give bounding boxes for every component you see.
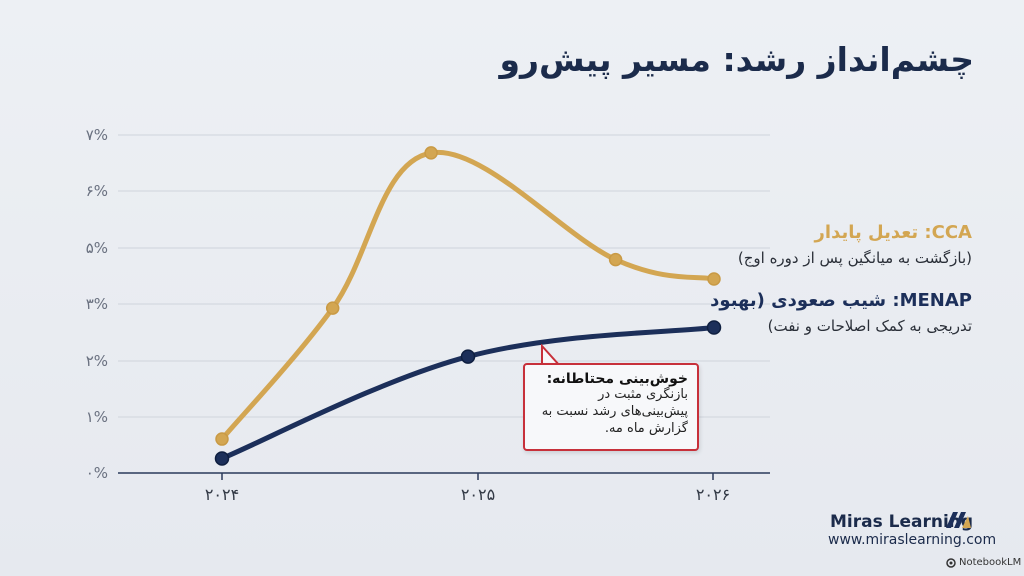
x-tick-label: ۲۰۲۵ <box>461 485 495 504</box>
data-point-cca <box>424 146 438 160</box>
data-point-menap <box>214 451 230 466</box>
y-tick-label: ۵% <box>86 239 108 257</box>
legend-cca-desc: (بازگشت به میانگین پس از دوره اوج) <box>737 249 972 267</box>
x-tick-label: ۲۰۲۴ <box>205 485 239 504</box>
y-tick-label: ۳% <box>86 295 108 313</box>
y-tick-label: ۷% <box>86 126 108 144</box>
y-tick-label: ۶% <box>86 182 108 200</box>
x-tick-label: ۲۰۲۶ <box>696 485 730 504</box>
legend-menap: MENAP: شیب صعودی (بهبود تدریجی به کمک اص… <box>710 290 972 335</box>
axes <box>118 472 770 480</box>
callout-body: بازنگری مثبت در پیش‌بینی‌های رشد نسبت به… <box>541 387 688 436</box>
annotation-callout: خوش‌بینی محتاطانه: بازنگری مثبت در پیش‌ب… <box>523 363 699 451</box>
legend-menap-name: MENAP: شیب صعودی (بهبود <box>710 290 972 311</box>
chart-title: چشم‌انداز رشد: مسیر پیش‌رو <box>499 40 974 79</box>
y-tick-label: ۰% <box>86 464 108 482</box>
data-point-cca <box>707 272 721 286</box>
legend-cca: CCA: تعدیل پایدار (بازگشت به میانگین پس … <box>738 222 972 267</box>
tick-labels: ۰% ۱% ۲% ۳% ۵% ۶% ۷% ۲۰۲۴ ۲۰۲۵ ۲۰۲۶ <box>86 126 731 504</box>
callout-title: خوش‌بینی محتاطانه: <box>546 371 688 387</box>
data-point-cca <box>608 252 623 267</box>
legend-menap-desc: تدریجی به کمک اصلاحات و نفت) <box>767 317 972 335</box>
brand-url[interactable]: www.miraslearning.com <box>828 532 997 548</box>
watermark-text: NotebookLM <box>959 557 1022 568</box>
notebooklm-watermark: NotebookLM <box>946 557 1021 568</box>
data-point-cca <box>325 301 340 315</box>
notebooklm-icon <box>946 557 956 568</box>
brand-name: Miras Learning <box>830 512 974 532</box>
y-tick-label: ۱% <box>86 408 108 426</box>
series-points <box>214 146 722 466</box>
data-point-cca <box>215 432 229 446</box>
data-point-menap <box>706 320 722 335</box>
y-tick-label: ۲% <box>86 352 108 370</box>
data-point-menap <box>460 349 476 364</box>
brand: Miras Learning <box>830 512 973 532</box>
legend-cca-name: CCA: تعدیل پایدار <box>814 222 972 243</box>
brand-logo-icon <box>946 512 971 528</box>
